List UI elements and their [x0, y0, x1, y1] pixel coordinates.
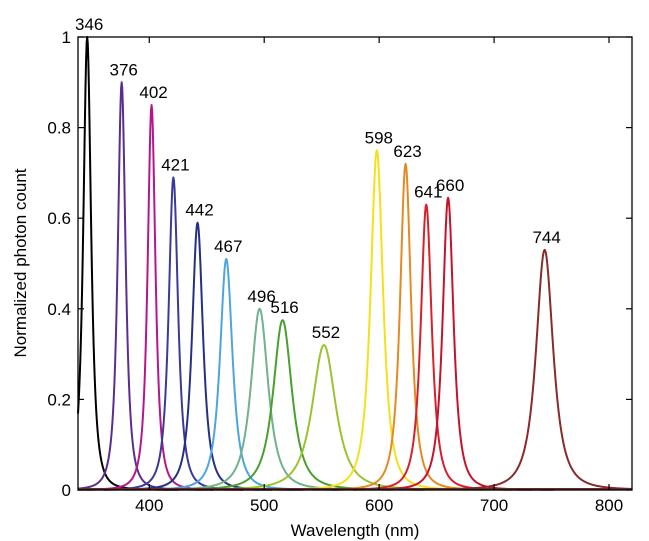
plot-frame	[77, 36, 633, 491]
peak-label-623: 623	[393, 142, 421, 161]
peak-label-442: 442	[185, 201, 213, 220]
series-line-598	[275, 149, 490, 491]
peak-label-421: 421	[161, 155, 189, 174]
peak-label-467: 467	[214, 237, 242, 256]
peak-label-552: 552	[312, 323, 340, 342]
series-line-516	[153, 319, 424, 491]
y-tick-label: 0.2	[47, 390, 71, 409]
y-tick-label: 0.8	[47, 119, 71, 138]
x-tick-label: 600	[365, 496, 393, 515]
y-tick-label: 1	[62, 28, 71, 47]
peak-label-496: 496	[247, 287, 275, 306]
ticks-layer: 400 500 600 700 800 0 0.2 0.4 0.6 0.8 1	[47, 28, 632, 515]
peak-label-598: 598	[365, 128, 393, 147]
x-tick-label: 400	[135, 496, 163, 515]
y-tick-label: 0	[62, 481, 71, 500]
peak-label-402: 402	[139, 83, 167, 102]
peak-label-346: 346	[75, 15, 103, 34]
peak-label-641: 641	[414, 183, 442, 202]
series-line-467	[124, 257, 340, 491]
peak-label-660: 660	[436, 176, 464, 195]
peak-label-376: 376	[109, 60, 137, 79]
y-tick-label: 0.6	[47, 209, 71, 228]
x-tick-label: 800	[595, 496, 623, 515]
series-line-496	[137, 307, 394, 491]
series-line-623	[310, 162, 512, 491]
series-line-641	[331, 203, 533, 491]
x-tick-label: 500	[250, 496, 278, 515]
y-tick-label: 0.4	[47, 300, 71, 319]
peak-label-516: 516	[270, 298, 298, 317]
peak-label-744: 744	[532, 228, 560, 247]
y-axis-label: Normalized photon count	[11, 168, 30, 357]
x-tick-label: 700	[480, 496, 508, 515]
axes-layer	[77, 36, 633, 491]
x-axis-label: Wavelength (nm)	[291, 521, 420, 540]
series-line-744	[422, 248, 633, 491]
series-line-660	[353, 196, 555, 491]
series-layer	[77, 36, 633, 491]
